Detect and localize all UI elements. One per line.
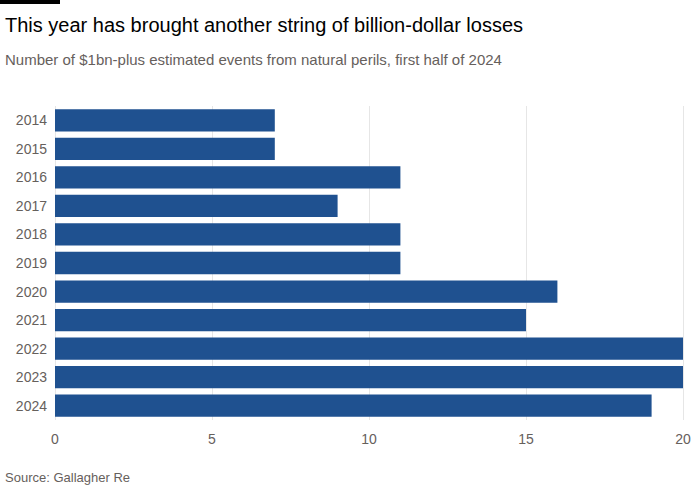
svg-text:2022: 2022	[16, 341, 47, 357]
svg-text:2020: 2020	[16, 284, 47, 300]
svg-text:15: 15	[518, 431, 534, 447]
svg-text:2014: 2014	[16, 112, 47, 128]
svg-text:5: 5	[208, 431, 216, 447]
svg-text:2023: 2023	[16, 369, 47, 385]
svg-text:2017: 2017	[16, 198, 47, 214]
svg-text:2019: 2019	[16, 255, 47, 271]
svg-text:20: 20	[675, 431, 691, 447]
svg-text:0: 0	[51, 431, 59, 447]
svg-text:Number of $1bn-plus estimated: Number of $1bn-plus estimated events fro…	[5, 51, 502, 68]
svg-text:Source: Gallagher Re: Source: Gallagher Re	[5, 470, 130, 485]
svg-text:10: 10	[361, 431, 377, 447]
svg-text:2015: 2015	[16, 141, 47, 157]
svg-text:2016: 2016	[16, 169, 47, 185]
svg-text:This year has brought another: This year has brought another string of …	[5, 14, 523, 36]
svg-text:2024: 2024	[16, 398, 47, 414]
svg-text:2021: 2021	[16, 312, 47, 328]
svg-text:2018: 2018	[16, 226, 47, 242]
